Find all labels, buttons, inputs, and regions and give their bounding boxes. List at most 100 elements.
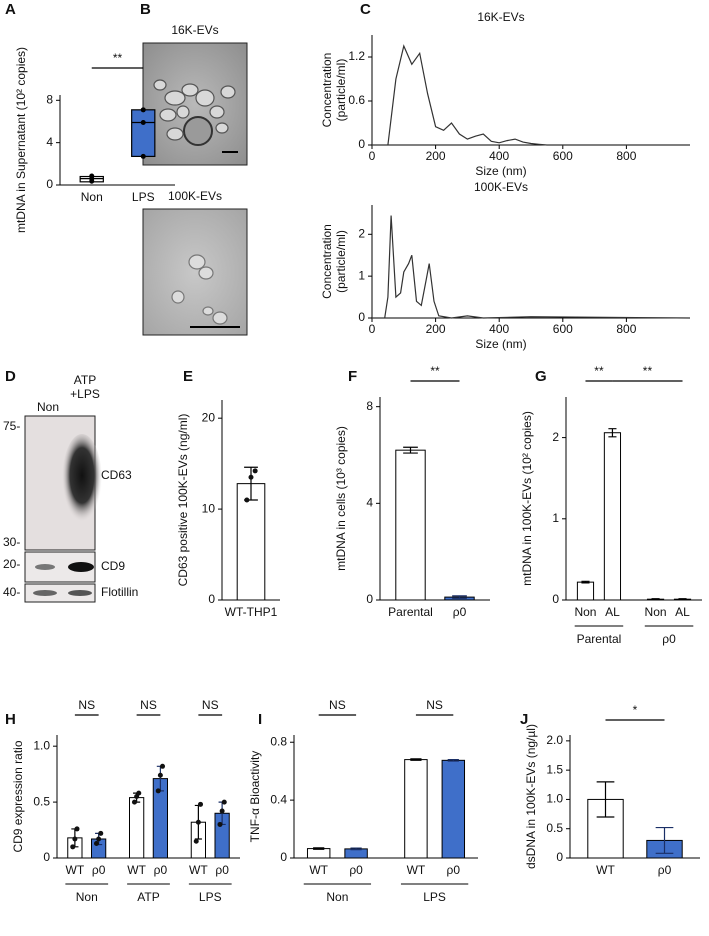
significance-label: NS: [426, 698, 443, 712]
point: [131, 799, 137, 805]
y-tick-label: 0: [43, 850, 50, 864]
y-tick-label: 0: [552, 592, 559, 606]
vesicles: [153, 79, 236, 146]
image-title: 100K-EVs: [168, 189, 222, 203]
y-tick-label: 2: [552, 430, 559, 444]
x-tick-label: WT: [407, 863, 426, 877]
point: [136, 790, 142, 796]
point: [155, 788, 161, 794]
lane-label: Non: [37, 400, 59, 414]
group-label: ATP: [137, 890, 159, 904]
significance-label: **: [113, 51, 123, 65]
y-tick-label: 0: [208, 592, 215, 606]
y-tick-label: 2.0: [546, 733, 563, 747]
group-label: LPS: [423, 890, 446, 904]
x-tick-label: WT: [127, 863, 146, 877]
x-tick-label: Non: [81, 190, 103, 204]
point: [219, 808, 225, 814]
band: [62, 434, 102, 526]
x-tick-label: ρ0: [215, 863, 229, 877]
significance-label: **: [594, 364, 604, 378]
x-tick-label: WT: [189, 863, 208, 877]
y-tick-label: 0.6: [348, 93, 365, 107]
panel-d: D Non ATP +LPS CD63 CD9 Flotillin 75- 30…: [3, 368, 138, 603]
x-tick-label: ρ0: [453, 605, 467, 619]
x-tick-label: WT-THP1: [225, 605, 278, 619]
y-axis-label: mtDNA in cells (10³ copies): [334, 426, 348, 571]
x-tick-label: ρ0: [154, 863, 168, 877]
lane-label: +LPS: [70, 387, 100, 401]
y-tick-label: 0.4: [270, 792, 287, 806]
panel-letter: C: [360, 1, 371, 18]
line: [372, 215, 691, 319]
y-tick-label: 8: [366, 399, 373, 413]
x-tick-label: ρ0: [92, 863, 106, 877]
error-bar: [403, 446, 418, 454]
band-label: CD9: [101, 559, 125, 573]
em-image: [142, 208, 248, 336]
point: [252, 468, 258, 474]
y-tick-label: 8: [46, 92, 53, 106]
y-axis-label: TNF-α Bioactivity: [248, 751, 262, 843]
chart-title: 100K-EVs: [474, 180, 528, 194]
y-axis-label: CD63 positive 100K-EVs (ng/ml): [176, 414, 190, 587]
panel-letter: G: [535, 368, 547, 385]
y-tick-label: 0.8: [270, 734, 287, 748]
x-tick-label: 600: [553, 322, 573, 336]
box: [131, 109, 156, 158]
point: [74, 826, 80, 832]
bar: [603, 432, 622, 601]
panel-letter: E: [183, 368, 193, 385]
y-tick-label: 1.0: [546, 792, 563, 806]
point: [193, 838, 199, 844]
y-axis-label: CD9 expression ratio: [11, 740, 25, 852]
x-tick-label: ρ0: [658, 863, 672, 877]
point: [140, 153, 146, 159]
significance-label: NS: [140, 698, 157, 712]
point: [89, 173, 95, 179]
lane-label: ATP: [74, 373, 96, 387]
point: [244, 497, 250, 503]
x-tick-label: WT: [309, 863, 328, 877]
bar: [306, 848, 331, 859]
point: [96, 836, 102, 842]
significance-label: **: [430, 364, 440, 378]
x-tick-label: AL: [605, 605, 620, 619]
bar: [576, 581, 595, 601]
x-tick-label: Non: [574, 605, 596, 619]
significance-label: *: [633, 703, 638, 717]
point: [70, 844, 76, 850]
y-axis-label: (particle/ml): [334, 230, 348, 293]
error-bar: [410, 758, 422, 761]
error-bar: [447, 759, 459, 762]
y-tick-label: 0: [556, 850, 563, 864]
x-tick-label: 400: [489, 322, 509, 336]
panel-letter: D: [5, 368, 16, 385]
y-axis-label: mtDNA in 100K-EVs (10² copies): [520, 411, 534, 586]
y-tick-label: 0: [366, 592, 373, 606]
x-tick-label: 800: [616, 322, 636, 336]
y-tick-label: 1: [552, 511, 559, 525]
x-tick-label: 200: [426, 322, 446, 336]
y-tick-label: 1.2: [348, 49, 365, 63]
error-bar: [678, 598, 687, 601]
y-tick-label: 4: [46, 135, 53, 149]
bar: [236, 483, 266, 601]
band-label: Flotillin: [101, 585, 138, 599]
error-bar: [313, 847, 325, 850]
line: [372, 44, 690, 146]
x-tick-label: 400: [489, 149, 509, 163]
point: [198, 801, 204, 807]
x-tick-label: 600: [553, 149, 573, 163]
chart-title: 16K-EVs: [477, 10, 524, 24]
bar: [404, 759, 428, 859]
y-tick-label: 0.5: [546, 821, 563, 835]
y-axis-label: Concentration: [320, 53, 334, 128]
x-axis-label: Size (nm): [475, 337, 526, 351]
y-axis-label: Concentration: [320, 224, 334, 299]
x-tick-label: 200: [426, 149, 446, 163]
y-tick-label: 0: [358, 137, 365, 151]
significance-label: NS: [78, 698, 95, 712]
x-tick-label: LPS: [132, 190, 155, 204]
